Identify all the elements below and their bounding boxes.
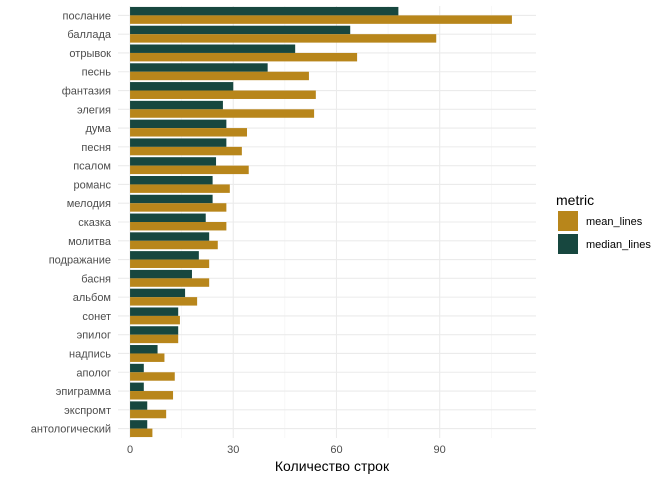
bar-mean-lines — [130, 128, 248, 137]
y-tick-label: антологический — [31, 424, 111, 436]
bar-median-lines — [130, 363, 144, 373]
bar-mean-lines — [130, 409, 167, 419]
x-tick-label: 30 — [227, 444, 239, 456]
bar-median-lines — [130, 307, 179, 316]
bar-median-lines — [130, 175, 213, 185]
bar-mean-lines — [130, 372, 175, 381]
bar-mean-lines — [130, 90, 316, 99]
bar-median-lines — [130, 138, 227, 147]
bar-mean-lines — [130, 34, 437, 43]
x-tick-label: 90 — [434, 444, 446, 456]
y-tick-label: подражание — [49, 255, 111, 267]
bar-mean-lines — [130, 15, 512, 24]
y-tick-label: сонет — [82, 311, 111, 323]
y-tick-label: басня — [81, 273, 111, 285]
y-tick-label: романс — [74, 179, 112, 191]
bar-mean-lines — [130, 71, 309, 81]
bar-median-lines — [130, 326, 179, 335]
bar-median-lines — [130, 100, 223, 110]
y-tick-label: альбом — [73, 292, 111, 304]
y-tick-label: фантазия — [62, 86, 111, 98]
bar-mean-lines — [130, 146, 242, 156]
bar-median-lines — [130, 44, 296, 53]
y-tick-label: аполог — [76, 367, 111, 379]
bar-median-lines — [130, 288, 186, 298]
y-tick-label: псалом — [73, 161, 111, 173]
y-tick-label: баллада — [67, 29, 112, 41]
y-tick-label: элегия — [77, 104, 111, 116]
bar-mean-lines — [130, 109, 315, 118]
bar-median-lines — [130, 251, 199, 260]
bar-mean-lines — [130, 240, 218, 250]
legend-title: metric — [556, 192, 594, 208]
x-tick-label: 0 — [127, 444, 133, 456]
bar-median-lines — [130, 63, 268, 72]
legend: metric mean_lines median_lines — [556, 192, 651, 254]
bar-median-lines — [130, 119, 227, 129]
legend-key — [558, 234, 578, 254]
bar-mean-lines — [130, 52, 358, 62]
y-tick-label: отрывок — [69, 48, 111, 60]
y-tick-label: экспромт — [64, 405, 111, 417]
y-tick-label: песня — [81, 142, 111, 154]
bar-median-lines — [130, 157, 217, 166]
y-tick-label: эпилог — [77, 330, 111, 342]
bar-median-lines — [130, 269, 192, 279]
bar-median-lines — [130, 82, 234, 91]
y-tick-label: послание — [63, 10, 111, 22]
bar-mean-lines — [130, 203, 227, 212]
bar-median-lines — [130, 213, 206, 222]
bar-mean-lines — [130, 222, 227, 231]
bar-mean-lines — [130, 334, 179, 344]
bar-median-lines — [130, 25, 351, 35]
y-tick-label: мелодия — [67, 198, 111, 210]
bar-mean-lines — [130, 353, 165, 362]
x-axis-title: Количество строк — [275, 458, 390, 474]
y-axis-ticks: послание баллада отрывок песнь фантазия элеги… — [31, 10, 112, 435]
bar-median-lines — [130, 232, 210, 241]
y-tick-label: надпись — [69, 348, 111, 360]
bar-median-lines — [130, 401, 148, 410]
bar-median-lines — [130, 6, 399, 16]
bar-mean-lines — [130, 428, 153, 438]
bar-mean-lines — [130, 165, 249, 175]
x-tick-label: 60 — [330, 444, 342, 456]
bar-mean-lines — [130, 315, 180, 325]
legend-key — [558, 211, 578, 231]
legend-label: mean_lines — [586, 216, 643, 228]
y-tick-label: сказка — [78, 217, 112, 229]
legend-label: median_lines — [586, 239, 651, 251]
y-tick-label: эпиграмма — [56, 386, 112, 398]
bar-median-lines — [130, 420, 148, 429]
bar-mean-lines — [130, 259, 210, 269]
bar-mean-lines — [130, 278, 210, 287]
bar-median-lines — [130, 194, 213, 204]
bars — [130, 6, 512, 438]
bar-mean-lines — [130, 184, 230, 193]
bar-median-lines — [130, 345, 158, 354]
y-tick-label: песнь — [82, 67, 112, 79]
x-axis-ticks: 0 30 60 90 — [127, 444, 446, 456]
bar-median-lines — [130, 382, 144, 392]
y-tick-label: дума — [86, 123, 112, 135]
bar-mean-lines — [130, 391, 174, 400]
y-tick-label: молитва — [68, 236, 112, 248]
bar-mean-lines — [130, 297, 198, 306]
